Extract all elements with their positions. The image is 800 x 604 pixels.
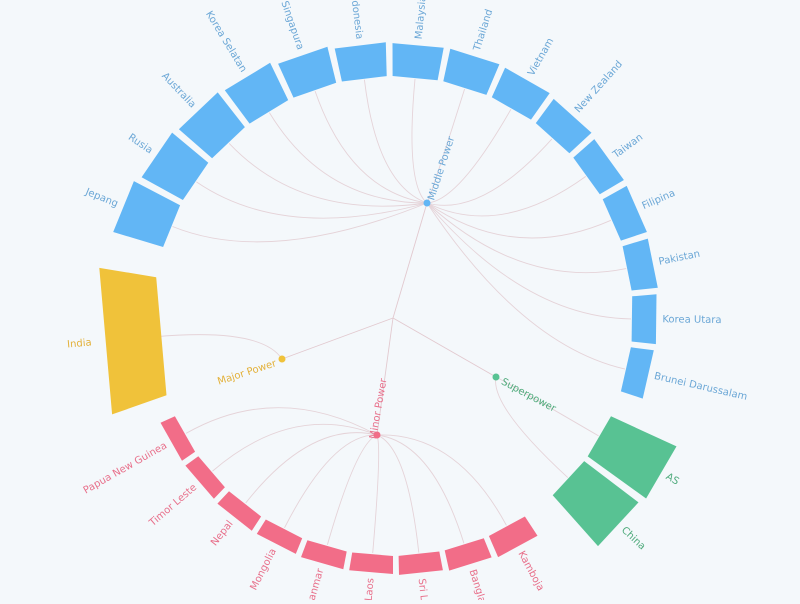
bar-sri-lanka[interactable]	[398, 551, 443, 575]
label-nepal: Nepal	[209, 519, 236, 549]
label-myanmar: Myanmar	[303, 567, 327, 600]
link-korea-utara	[426, 202, 632, 320]
label-taiwan: Taiwan	[610, 132, 645, 161]
label-pakistan: Pakistan	[658, 249, 701, 268]
label-thailand: Thailand	[472, 8, 496, 53]
bar-as[interactable]	[587, 416, 677, 499]
link-laos	[372, 434, 380, 554]
bar-mongolia[interactable]	[256, 519, 303, 554]
label-india: India	[67, 337, 92, 350]
label-timor-leste: Timor Leste	[147, 482, 199, 529]
node-superpower[interactable]	[492, 373, 500, 381]
bar-thailand[interactable]	[443, 48, 500, 95]
label-sri-lanka: Sri Lanka	[416, 578, 432, 600]
node-minor-power[interactable]	[373, 431, 381, 439]
bar-brunei-darussalam[interactable]	[620, 347, 654, 399]
bar-bangladesh[interactable]	[444, 538, 492, 571]
link-vietnam	[426, 109, 512, 204]
label-brunei-darussalam: Brunei Darussalam	[653, 371, 748, 403]
label-australia: Australia	[159, 71, 197, 111]
links-layer	[155, 78, 632, 554]
label-laos: Laos	[364, 578, 377, 600]
link-malaysia	[411, 78, 428, 204]
link-nepal	[245, 432, 378, 504]
link-new-zealand	[426, 138, 553, 206]
label-korea-utara: Korea Utara	[662, 314, 721, 326]
link-singapura	[314, 90, 428, 204]
link-myanmar	[326, 434, 378, 545]
link-timor-leste	[212, 424, 378, 472]
link-indonesia	[363, 79, 428, 204]
label-kamboja: Kamboja	[515, 549, 545, 593]
bar-indonesia[interactable]	[334, 42, 387, 82]
label-jepang: Jepang	[83, 186, 120, 209]
link-as	[495, 376, 599, 437]
bar-myanmar[interactable]	[301, 540, 347, 570]
label-malaysia: Malaysia	[414, 0, 429, 40]
link-kamboja	[376, 434, 507, 526]
label-rusia: Rusia	[126, 132, 154, 156]
bar-vietnam[interactable]	[491, 67, 550, 120]
link-filipina	[426, 202, 612, 239]
node-label-major-power: Major Power	[216, 358, 278, 388]
bar-new-zealand[interactable]	[535, 98, 592, 154]
label-new-zealand: New Zealand	[573, 59, 625, 115]
bar-singapura[interactable]	[278, 46, 337, 98]
link-sri-lanka	[376, 434, 420, 553]
bar-australia[interactable]	[178, 92, 245, 159]
node-label-superpower: Superpower	[499, 377, 558, 415]
bar-nepal[interactable]	[217, 491, 262, 531]
label-indonesia: Indonesia	[348, 0, 365, 40]
link-china	[495, 376, 569, 478]
label-vietnam: Vietnam	[526, 36, 556, 78]
label-korea-selatan: Korea Selatan	[203, 9, 248, 74]
label-papua-new-guinea: Papua New Guinea	[82, 440, 169, 496]
link-papua-new-guinea	[185, 407, 378, 436]
label-mongolia: Mongolia	[249, 547, 279, 592]
bar-korea-selatan[interactable]	[224, 62, 289, 124]
bar-jepang[interactable]	[113, 181, 181, 247]
bar-rusia[interactable]	[141, 132, 209, 200]
bar-pakistan[interactable]	[622, 238, 658, 291]
link-mongolia	[284, 434, 378, 529]
link-taiwan	[426, 176, 587, 217]
trunk-link-middle-power	[392, 202, 428, 319]
link-india	[155, 334, 283, 360]
trunk-link-minor-power	[376, 317, 394, 436]
bar-kamboja[interactable]	[488, 516, 538, 558]
bar-papua-new-guinea[interactable]	[160, 416, 196, 461]
label-singapura: Singapura	[278, 0, 305, 51]
node-label-minor-power: Minor Power	[368, 377, 390, 440]
label-bangladesh: Bangladesh	[466, 568, 494, 600]
link-jepang	[172, 202, 428, 243]
bars-layer	[99, 42, 677, 575]
bar-malaysia[interactable]	[392, 43, 444, 81]
bar-india[interactable]	[99, 267, 167, 415]
node-label-middle-power: Middle Power	[426, 134, 457, 201]
link-thailand	[426, 88, 466, 204]
bar-taiwan[interactable]	[573, 139, 624, 195]
label-as: AS	[664, 471, 681, 487]
link-brunei-darussalam	[426, 202, 626, 370]
bar-timor-leste[interactable]	[185, 456, 225, 499]
node-middle-power[interactable]	[423, 199, 431, 207]
link-rusia	[196, 181, 428, 219]
label-china: China	[619, 525, 647, 552]
trunk-link-major-power	[281, 317, 394, 360]
label-filipina: Filipina	[640, 188, 676, 212]
bar-filipina[interactable]	[602, 185, 647, 241]
bar-korea-utara[interactable]	[631, 294, 657, 345]
node-major-power[interactable]	[278, 355, 286, 363]
link-pakistan	[426, 202, 627, 274]
bar-laos[interactable]	[349, 552, 393, 575]
link-korea-selatan	[269, 112, 428, 204]
bar-china[interactable]	[552, 461, 639, 547]
link-bangladesh	[376, 434, 465, 544]
link-australia	[228, 143, 428, 207]
trunk-link-superpower	[392, 317, 497, 378]
